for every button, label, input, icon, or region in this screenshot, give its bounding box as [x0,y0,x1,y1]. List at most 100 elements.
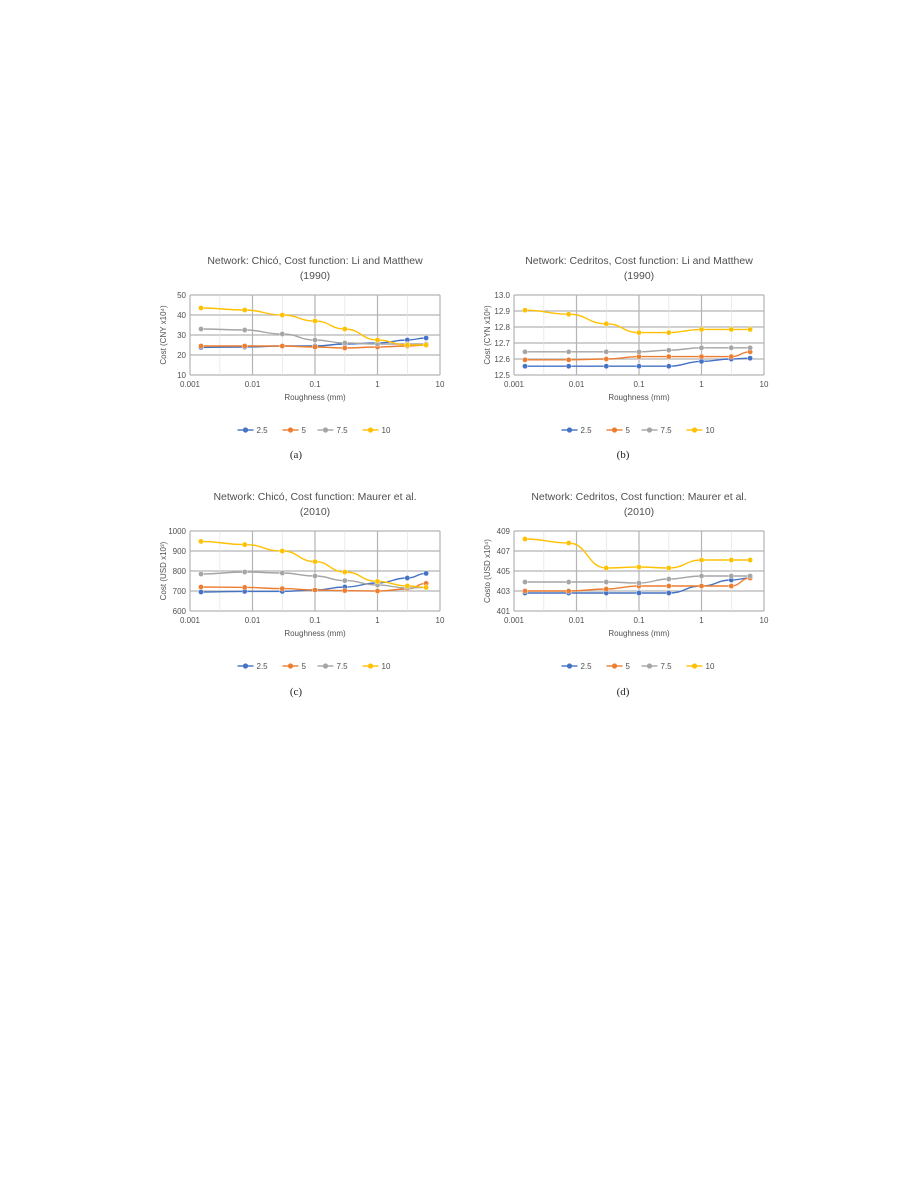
legend-marker-5 [287,663,294,669]
x-tick-label: 1 [699,616,704,625]
series-line-5 [200,344,427,349]
series-line-5 [525,351,751,361]
legend-label-10: 10 [382,662,391,671]
data-point-7.5 [698,345,705,351]
data-point-5 [728,583,735,589]
data-point-7.5 [312,573,318,579]
caption-b: (b) [616,449,630,461]
data-point-2.5 [423,570,429,577]
chart-title-line: Network: Chicó, Cost function: Maurer et… [213,491,416,503]
series-line-2.5 [525,577,751,594]
data-point-10 [728,326,735,333]
x-tick-label: 1 [375,616,380,625]
data-point-10 [279,548,286,554]
data-point-7.5 [522,349,528,355]
x-tick-label: 0.001 [180,616,201,625]
caption-c: (c) [289,686,303,698]
legend-marker-7.5 [322,663,329,669]
y-tick-label: 12.9 [494,307,510,316]
y-tick-label: 403 [497,587,511,596]
legend-marker-7.5 [322,427,329,433]
legend-marker-2.5 [242,427,249,433]
data-point-2.5 [423,335,429,341]
data-point-7.5 [312,337,318,343]
series-line-10 [524,538,751,569]
legend-label-7.5: 7.5 [661,426,673,435]
legend-label-7.5: 7.5 [337,426,349,435]
data-point-10 [198,305,204,311]
data-point-5 [565,357,572,363]
data-point-5 [374,588,381,594]
legend-label-5: 5 [302,426,307,435]
legend-marker-5 [287,427,294,433]
data-point-2.5 [198,589,204,595]
data-point-7.5 [198,326,204,332]
data-point-5 [698,583,705,589]
data-point-7.5 [341,577,348,584]
y-tick-label: 12.5 [494,371,510,380]
data-point-10 [341,326,348,332]
data-point-10 [522,307,528,314]
data-point-10 [404,342,411,348]
x-tick-label: 0.1 [633,616,645,625]
data-point-10 [374,337,381,343]
data-point-7.5 [565,349,572,355]
chart-title-line: (2010) [624,506,654,518]
legend-label-7.5: 7.5 [337,662,349,671]
legend-marker-10 [367,427,374,433]
data-point-5 [665,583,672,589]
x-tick-label: 10 [760,616,769,625]
chart-d: Network: Cedritos, Cost function: Maurer… [472,486,772,701]
data-point-7.5 [728,573,735,579]
series-line-7.5 [200,328,427,345]
data-point-5 [341,587,348,594]
legend-marker-7.5 [646,663,653,669]
data-point-5 [603,586,610,592]
x-axis-label: Roughness (mm) [608,393,670,402]
data-point-7.5 [241,569,248,575]
x-tick-label: 0.001 [504,616,525,625]
y-tick-label: 800 [173,567,187,576]
data-point-10 [603,321,610,327]
chart-b: Network: Cedritos, Cost function: Li and… [472,250,772,465]
legend-label-10: 10 [706,426,715,435]
y-tick-label: 12.8 [494,323,510,332]
legend-label-5: 5 [626,426,631,435]
data-point-7.5 [747,573,753,579]
x-tick-label: 1 [699,380,704,389]
data-point-5 [279,585,286,592]
data-point-10 [423,342,429,348]
x-tick-label: 0.001 [180,380,201,389]
data-point-10 [312,558,318,565]
x-tick-label: 0.01 [569,616,585,625]
data-point-5 [341,345,348,351]
legend-marker-5 [611,427,618,433]
data-point-5 [198,584,204,590]
data-point-10 [423,584,429,591]
x-tick-label: 0.1 [633,380,645,389]
y-tick-label: 1000 [168,527,186,536]
y-tick-label: 409 [497,527,511,536]
data-point-2.5 [698,358,705,365]
legend-label-5: 5 [626,662,631,671]
data-point-7.5 [341,340,348,346]
series-line-10 [524,309,751,334]
y-axis-label: Cost (CNY x10⁴) [159,305,168,365]
y-tick-label: 700 [173,587,187,596]
data-point-7.5 [279,570,286,576]
y-axis-label: Cost (USD x10³) [159,541,168,600]
x-tick-label: 0.01 [245,380,261,389]
data-point-10 [636,329,642,336]
legend-marker-2.5 [566,427,573,433]
data-point-5 [241,584,248,591]
data-point-5 [241,343,248,349]
data-point-10 [565,540,572,546]
data-point-10 [198,538,204,545]
x-tick-label: 1 [375,380,380,389]
data-point-10 [665,565,672,571]
data-point-5 [636,353,642,360]
caption-d: (d) [616,686,630,698]
chart-title-line: Network: Cedritos, Cost function: Maurer… [531,491,746,503]
x-tick-label: 0.1 [309,616,321,625]
y-tick-label: 12.7 [494,339,510,348]
